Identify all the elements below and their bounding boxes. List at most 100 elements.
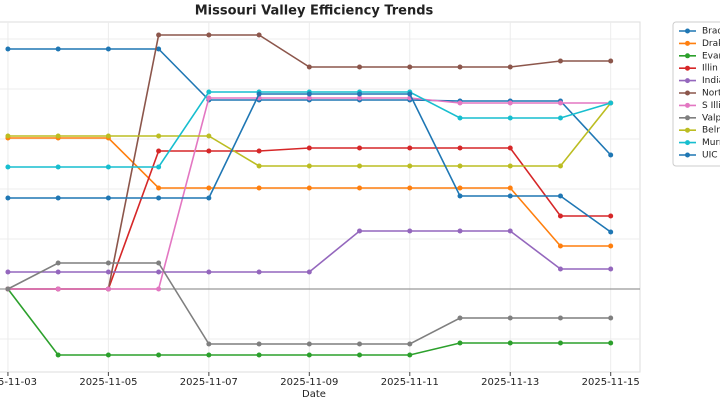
data-point xyxy=(507,228,513,234)
data-point xyxy=(156,286,162,292)
data-point xyxy=(105,195,111,201)
data-point xyxy=(5,195,11,201)
data-point xyxy=(256,32,262,38)
data-point xyxy=(608,229,614,235)
legend: Brad Drak Evan Illin India Nort S Illi Valp Beln… xyxy=(672,21,720,167)
data-point xyxy=(557,213,563,219)
legend-label: Evan xyxy=(702,51,720,61)
data-point xyxy=(256,91,262,97)
data-point xyxy=(306,145,312,151)
legend-marker xyxy=(685,65,690,71)
data-point xyxy=(557,340,563,346)
x-tick-label: 2025-11-11 xyxy=(381,377,439,388)
data-point xyxy=(608,266,614,272)
data-point xyxy=(206,341,212,347)
x-tick-label: 2025-11-15 xyxy=(582,377,640,388)
data-point xyxy=(357,341,363,347)
data-point xyxy=(407,163,413,169)
data-point xyxy=(156,133,162,139)
data-point xyxy=(206,185,212,191)
data-point xyxy=(306,91,312,97)
data-point xyxy=(156,46,162,52)
data-point xyxy=(206,352,212,358)
data-point xyxy=(306,352,312,358)
data-point xyxy=(306,341,312,347)
data-point xyxy=(507,315,513,321)
legend-marker xyxy=(685,127,690,133)
data-point xyxy=(357,352,363,358)
data-point xyxy=(206,148,212,154)
data-point xyxy=(206,89,212,95)
data-point xyxy=(306,64,312,70)
legend-label: S Illi xyxy=(702,101,720,111)
legend-label: Illin xyxy=(702,64,718,74)
legend-marker xyxy=(685,28,690,34)
legend-marker xyxy=(685,78,690,84)
legend-marker xyxy=(685,53,690,59)
data-point xyxy=(156,260,162,266)
data-point xyxy=(55,260,61,266)
data-point xyxy=(457,185,463,191)
legend-label: Nort xyxy=(702,89,720,99)
data-point xyxy=(206,95,212,101)
data-point xyxy=(608,100,614,106)
data-point xyxy=(256,352,262,358)
data-point xyxy=(55,195,61,201)
data-point xyxy=(55,269,61,275)
data-point xyxy=(357,95,363,101)
data-point xyxy=(557,266,563,272)
x-tick-label: 2025-11-09 xyxy=(280,377,338,388)
data-point xyxy=(407,341,413,347)
x-tick-label: 2025-11-03 xyxy=(0,377,37,388)
data-point xyxy=(256,163,262,169)
data-point xyxy=(306,163,312,169)
data-point xyxy=(156,148,162,154)
data-point xyxy=(507,64,513,70)
data-point xyxy=(306,185,312,191)
data-point xyxy=(55,133,61,139)
data-point xyxy=(608,315,614,321)
legend-marker xyxy=(685,152,690,158)
data-point xyxy=(256,269,262,275)
data-point xyxy=(306,95,312,101)
plot-area xyxy=(0,21,641,373)
data-point xyxy=(156,269,162,275)
data-point xyxy=(407,228,413,234)
data-point xyxy=(105,133,111,139)
data-point xyxy=(457,193,463,199)
data-point xyxy=(407,145,413,151)
data-point xyxy=(507,100,513,106)
data-point xyxy=(557,58,563,64)
data-point xyxy=(55,164,61,170)
data-point xyxy=(55,352,61,358)
data-point xyxy=(156,164,162,170)
legend-marker xyxy=(685,90,690,96)
data-point xyxy=(55,286,61,292)
legend-marker xyxy=(685,102,690,108)
legend-marker xyxy=(685,40,690,46)
data-point xyxy=(206,269,212,275)
data-point xyxy=(608,152,614,158)
legend-label: Drak xyxy=(702,39,720,49)
x-tick-label: 2025-11-07 xyxy=(180,377,238,388)
data-point xyxy=(256,341,262,347)
data-point xyxy=(407,91,413,97)
data-point xyxy=(105,164,111,170)
data-point xyxy=(357,145,363,151)
legend-label: Valp xyxy=(702,113,720,123)
data-point xyxy=(105,352,111,358)
data-point xyxy=(407,64,413,70)
data-point xyxy=(457,163,463,169)
data-point xyxy=(256,185,262,191)
x-axis-label: Date xyxy=(302,389,326,400)
data-point xyxy=(357,91,363,97)
data-point xyxy=(457,340,463,346)
data-point xyxy=(5,164,11,170)
data-point xyxy=(457,315,463,321)
data-point xyxy=(256,148,262,154)
data-point xyxy=(206,133,212,139)
data-point xyxy=(507,193,513,199)
data-point xyxy=(156,32,162,38)
data-point xyxy=(407,352,413,358)
